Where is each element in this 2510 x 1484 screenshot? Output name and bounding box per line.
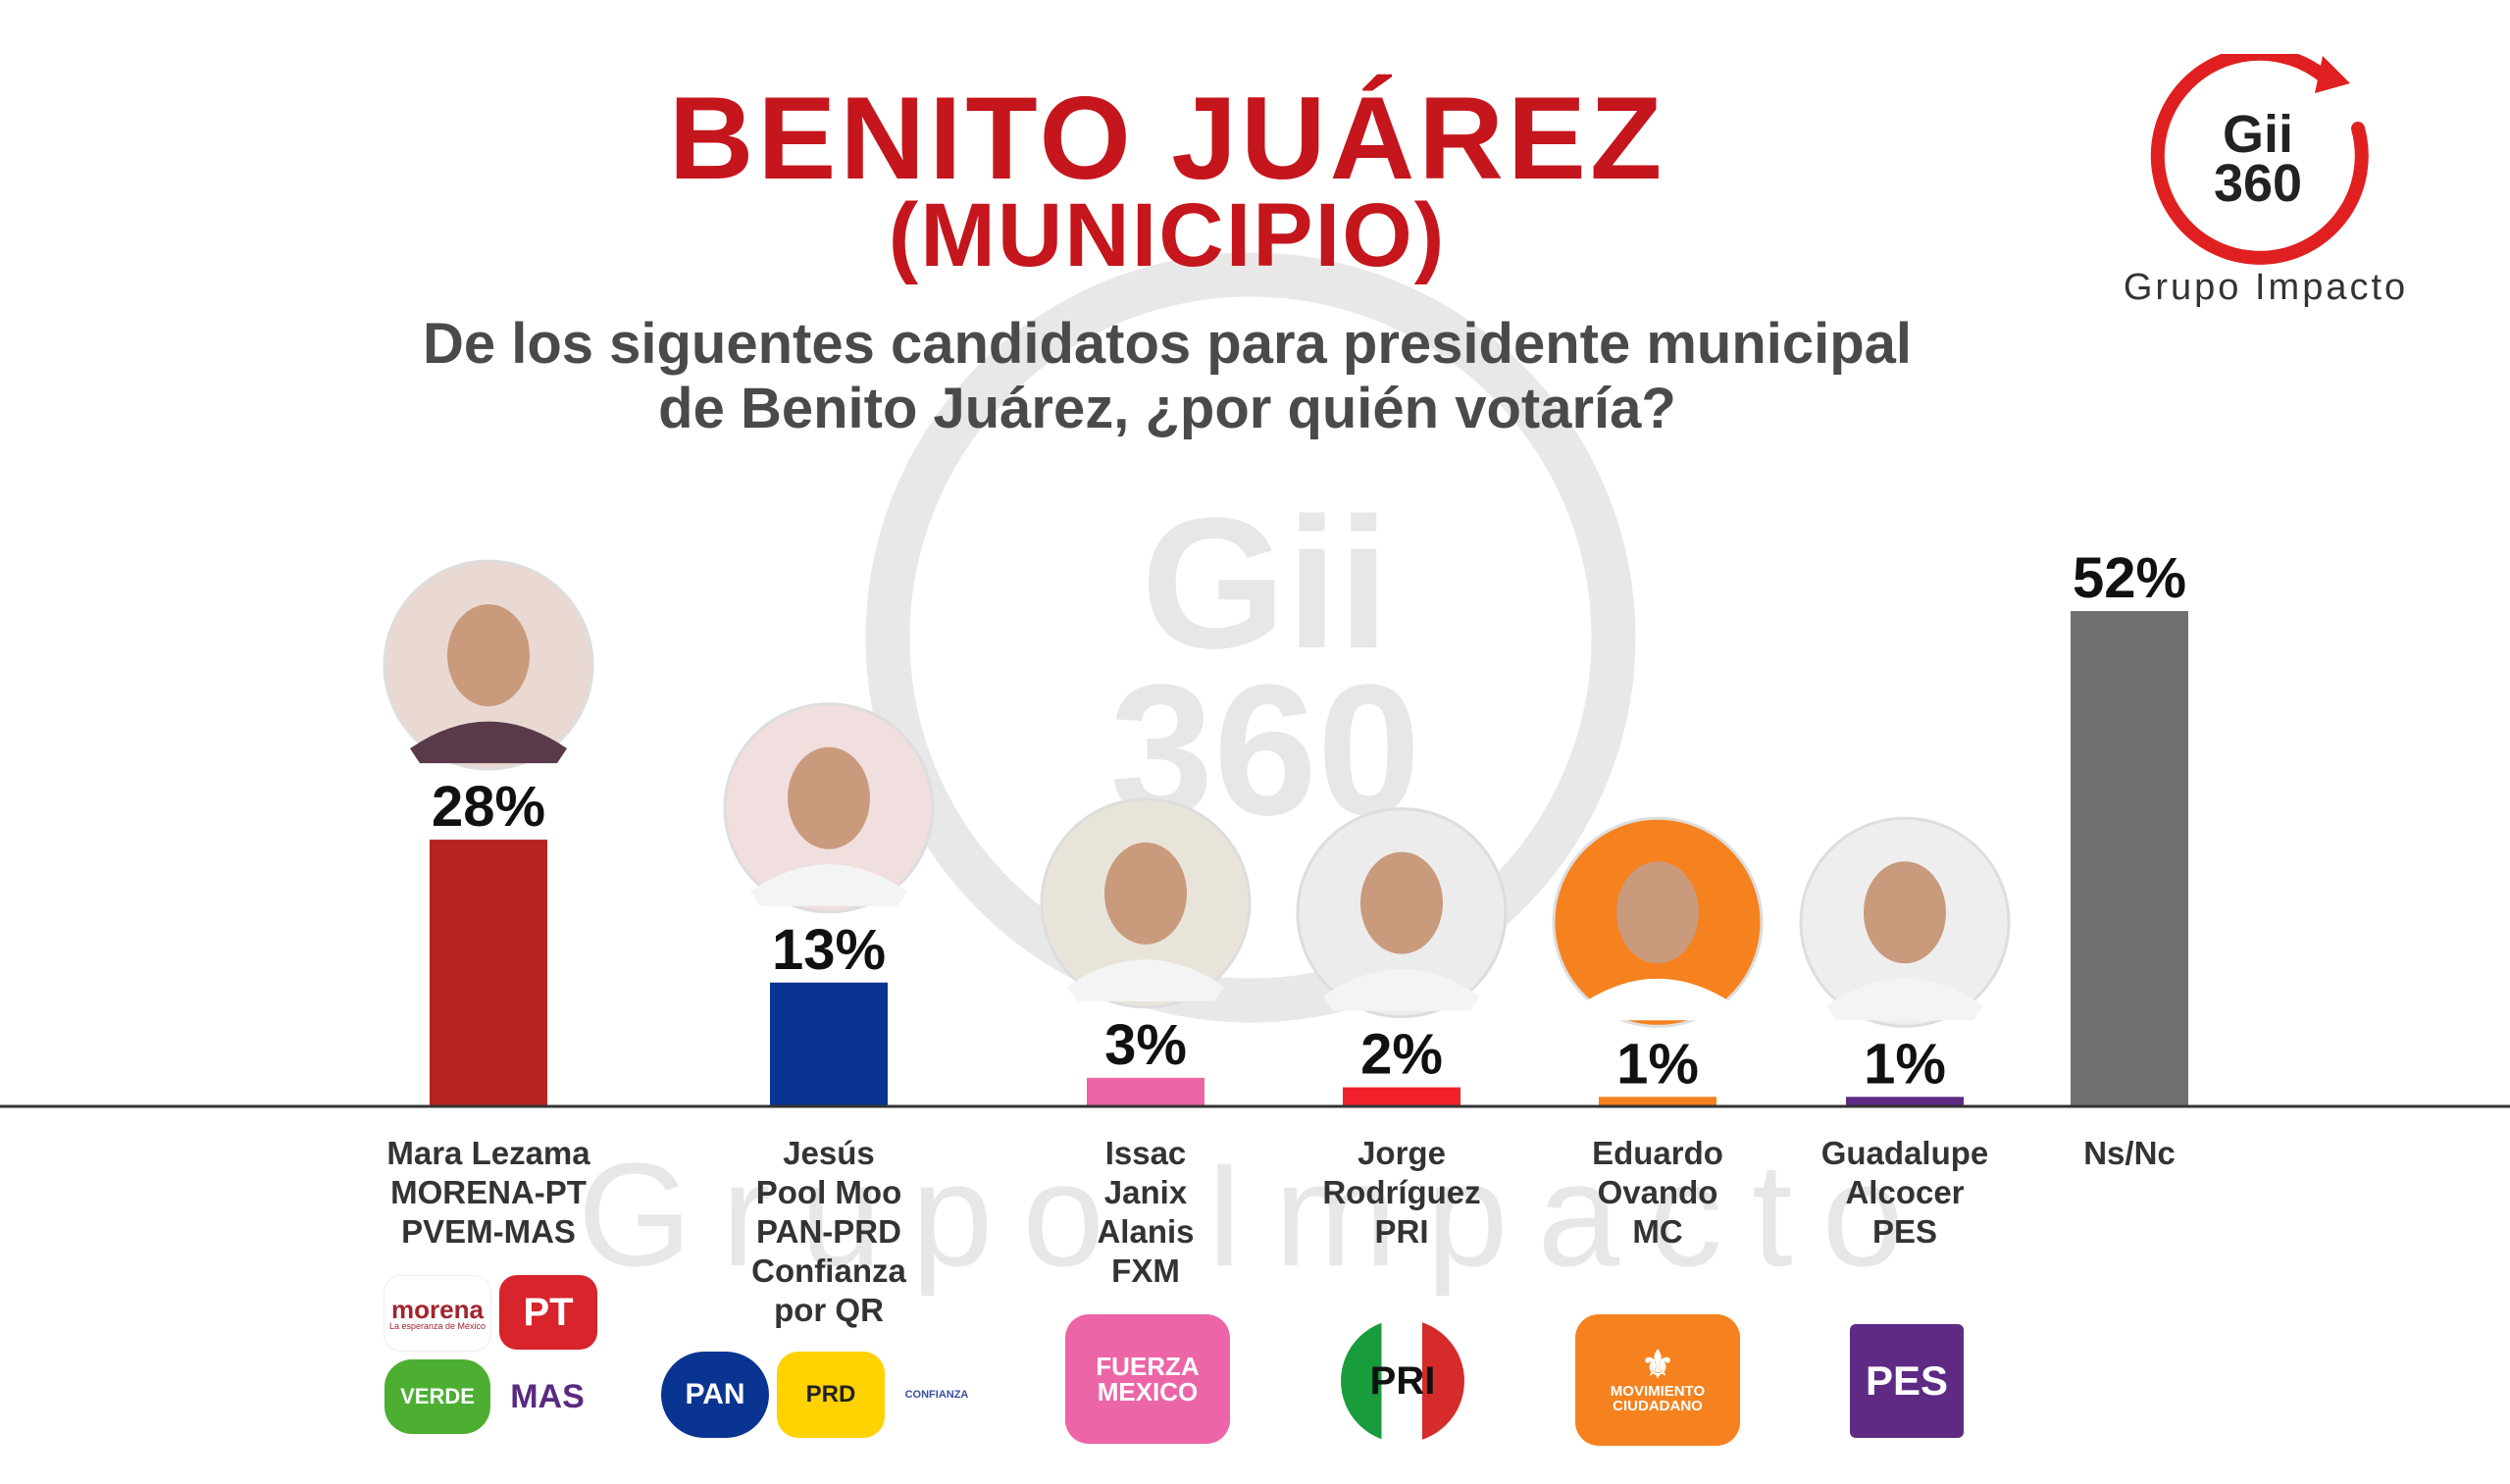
category-label-line: Janix bbox=[1103, 1174, 1188, 1210]
category-label-line: Rodríguez bbox=[1322, 1174, 1481, 1210]
category-label-jesus-pool-moo: Jesús Pool Moo PAN-PRD Confianza por QR bbox=[701, 1134, 956, 1330]
pes-logo-text: PES bbox=[1865, 1357, 1949, 1404]
category-label-line: por QR bbox=[774, 1292, 884, 1328]
fxm-logo: FUERZA MEXICO bbox=[1065, 1314, 1230, 1444]
pt-logo-text: PT bbox=[523, 1291, 574, 1334]
watermark-brand-name: Grupo Impacto bbox=[578, 1132, 1933, 1297]
value-label-mara-lezama: 28% bbox=[432, 775, 545, 839]
category-label-line: Guadalupe bbox=[1820, 1135, 1989, 1171]
category-label-eduardo-ovando: Eduardo Ovando MC bbox=[1530, 1134, 1785, 1252]
logo-text-line2: 360 bbox=[2214, 154, 2302, 213]
value-label-jesus-pool-moo: 13% bbox=[772, 918, 886, 982]
mc-eagle-icon: ⚜ bbox=[1640, 1345, 1675, 1386]
category-label-line: Ns/Nc bbox=[2083, 1135, 2176, 1171]
bar-jesus-pool-moo bbox=[770, 982, 888, 1106]
prd-logo-text: PRD bbox=[805, 1381, 856, 1407]
category-label-issac-janix-alanis: Issac Janix Alanis FXM bbox=[1018, 1134, 1273, 1291]
prd-logo: PRD bbox=[777, 1352, 885, 1438]
category-label-ns-nc: Ns/Nc bbox=[2002, 1134, 2257, 1173]
avatar-eduardo-ovando bbox=[1552, 816, 1764, 1028]
mas-logo: MAS bbox=[498, 1359, 596, 1434]
logo-arrow-icon bbox=[2315, 56, 2350, 93]
parties-jesus-pool-moo: PAN PRD CONFIANZA bbox=[659, 1352, 983, 1438]
category-label-line: Jorge bbox=[1357, 1135, 1446, 1171]
category-label-mara-lezama: Mara Lezama MORENA-PT PVEM-MAS bbox=[361, 1134, 616, 1252]
bar-issac-janix-alanis bbox=[1087, 1077, 1204, 1106]
pri-logo: PRI bbox=[1341, 1319, 1464, 1443]
value-label-issac-janix-alanis: 3% bbox=[1104, 1013, 1187, 1077]
value-label-guadalupe-alcocer: 1% bbox=[1864, 1032, 1946, 1096]
category-label-line: PES bbox=[1871, 1213, 1938, 1250]
fxm-logo-line1: FUERZA bbox=[1096, 1352, 1200, 1381]
pan-logo: PAN bbox=[661, 1352, 769, 1438]
category-label-line: FXM bbox=[1111, 1253, 1180, 1289]
avatar-mara-lezama bbox=[383, 559, 594, 771]
value-label-jorge-rodriguez: 2% bbox=[1360, 1023, 1443, 1087]
logo-text-line1: Gii bbox=[2223, 105, 2293, 164]
category-label-guadalupe-alcocer: Guadalupe Alcocer PES bbox=[1777, 1134, 2032, 1252]
category-label-line: MORENA-PT bbox=[390, 1174, 587, 1210]
morena-logo-text: morena bbox=[391, 1294, 484, 1324]
mc-logo-line2: CIUDADANO bbox=[1613, 1398, 1703, 1414]
pan-logo-text: PAN bbox=[685, 1378, 745, 1410]
value-label-ns-nc: 52% bbox=[2073, 546, 2186, 610]
category-label-line: Ovando bbox=[1597, 1174, 1718, 1210]
confianza-logo-text: CONFIANZA bbox=[904, 1388, 969, 1401]
mas-logo-text: MAS bbox=[510, 1378, 585, 1415]
gii360-logo: Gii 360 bbox=[2150, 54, 2369, 265]
category-label-line: Pool Moo bbox=[755, 1174, 902, 1210]
verde-logo: VERDE bbox=[384, 1359, 490, 1434]
morena-logo: morena La esperanza de México bbox=[384, 1275, 491, 1352]
category-label-line: PVEM-MAS bbox=[401, 1213, 576, 1250]
logo-ring bbox=[2150, 54, 2369, 265]
watermark-ring bbox=[865, 252, 1636, 1023]
category-label-line: Confianza bbox=[751, 1253, 906, 1289]
bar-guadalupe-alcocer bbox=[1846, 1097, 1964, 1106]
chart-subtitle: (MUNICIPIO) bbox=[888, 185, 1447, 285]
avatar-jesus-pool-moo bbox=[723, 702, 935, 914]
avatar-issac-janix-alanis bbox=[1040, 797, 1252, 1009]
pes-logo: PES bbox=[1850, 1324, 1964, 1438]
parties-guadalupe-alcocer: PES bbox=[1848, 1324, 1966, 1438]
bar-ns-nc bbox=[2071, 611, 2188, 1106]
mc-logo: ⚜ MOVIMIENTO CIUDADANO bbox=[1575, 1314, 1740, 1446]
category-label-line: PRI bbox=[1374, 1213, 1429, 1250]
category-label-line: Jesús bbox=[783, 1135, 875, 1171]
parties-mara-lezama: morena La esperanza de México PT VERDE M… bbox=[378, 1275, 603, 1434]
category-label-line: Issac bbox=[1104, 1135, 1187, 1171]
brand-name: Grupo Impacto bbox=[2123, 267, 2409, 308]
avatar-guadalupe-alcocer bbox=[1799, 816, 2011, 1028]
fxm-logo-line2: MEXICO bbox=[1097, 1377, 1199, 1407]
survey-question: De los siguentes candidatos para preside… bbox=[226, 312, 2109, 441]
bar-mara-lezama bbox=[430, 840, 547, 1106]
category-label-jorge-rodriguez: Jorge Rodríguez PRI bbox=[1274, 1134, 1529, 1252]
watermark-logo-line1: Gii bbox=[1141, 480, 1389, 688]
confianza-logo: CONFIANZA bbox=[893, 1352, 981, 1438]
category-label-line: Alanis bbox=[1097, 1213, 1195, 1250]
category-label-line: Alcocer bbox=[1845, 1174, 1965, 1210]
bar-eduardo-ovando bbox=[1599, 1097, 1716, 1106]
avatar-jorge-rodriguez bbox=[1296, 807, 1508, 1019]
category-label-line: Mara Lezama bbox=[386, 1135, 590, 1171]
parties-issac-janix: FUERZA MEXICO bbox=[1064, 1314, 1231, 1444]
verde-logo-text: VERDE bbox=[400, 1384, 475, 1408]
morena-logo-tag: La esperanza de México bbox=[388, 1320, 487, 1331]
bar-jorge-rodriguez bbox=[1343, 1087, 1460, 1106]
category-label-line: PAN-PRD bbox=[756, 1213, 901, 1250]
category-label-line: Eduardo bbox=[1592, 1135, 1723, 1171]
question-line-2: de Benito Juárez, ¿por quién votaría? bbox=[658, 377, 1676, 440]
question-line-1: De los siguentes candidatos para preside… bbox=[422, 312, 1913, 376]
category-label-line: MC bbox=[1632, 1213, 1683, 1250]
parties-jorge-rodriguez: PRI bbox=[1339, 1319, 1466, 1443]
mc-logo-line1: MOVIMIENTO bbox=[1610, 1383, 1706, 1400]
chart-title: BENITO JUÁREZ bbox=[668, 73, 1666, 204]
parties-eduardo-ovando: ⚜ MOVIMIENTO CIUDADANO bbox=[1574, 1314, 1741, 1446]
pri-logo-text: PRI bbox=[1369, 1359, 1436, 1403]
pt-logo: PT bbox=[499, 1275, 597, 1350]
value-label-eduardo-ovando: 1% bbox=[1616, 1032, 1699, 1096]
